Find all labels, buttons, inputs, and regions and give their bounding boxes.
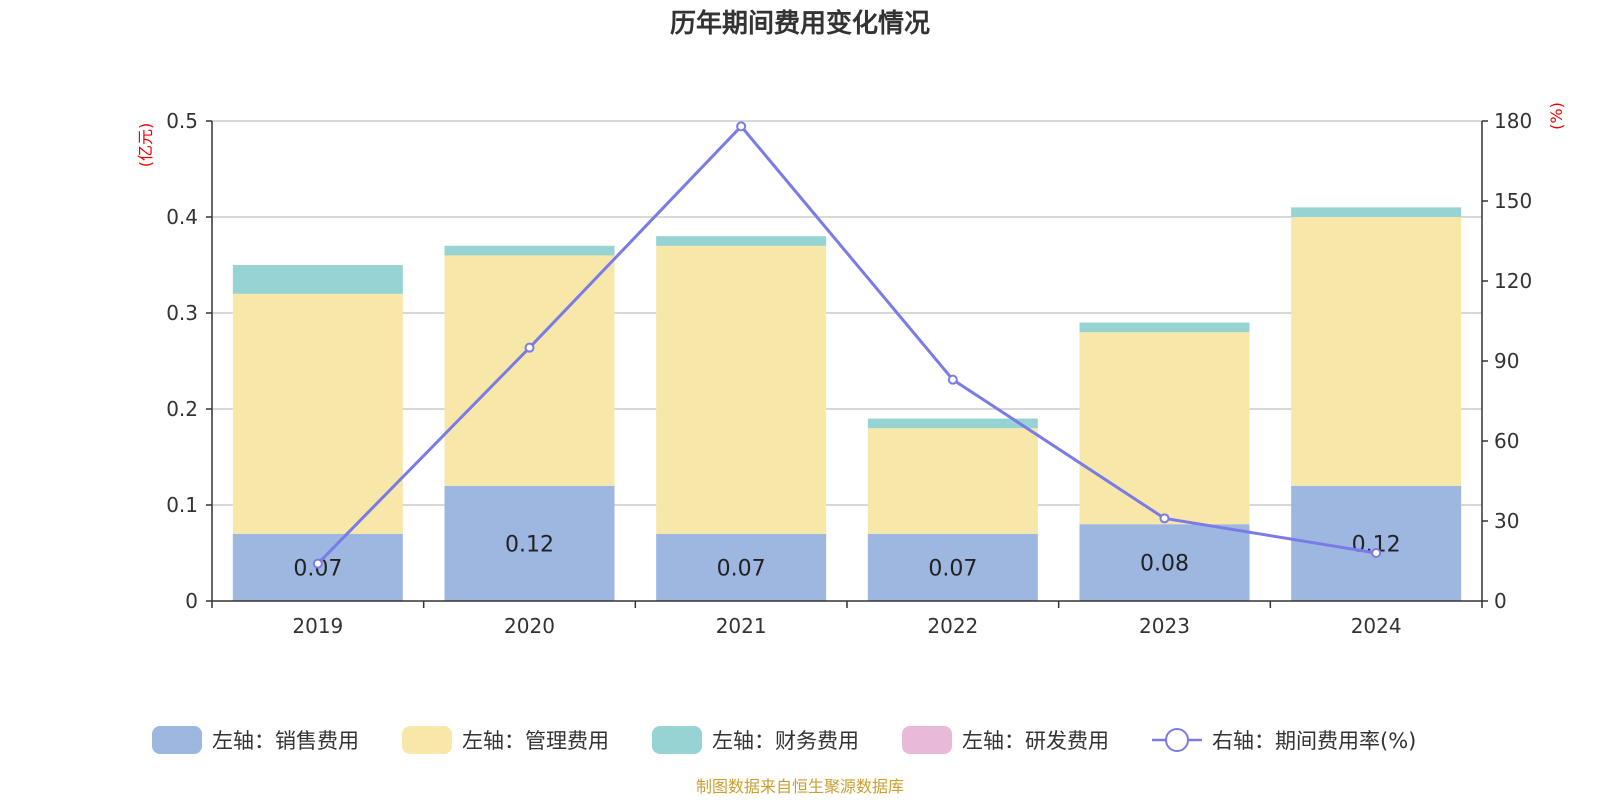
rate-line-point <box>947 374 958 385</box>
x-axis-tick-label: 2022 <box>927 614 978 638</box>
legend-label: 左轴：销售费用 <box>212 729 359 753</box>
left-axis-tick-label: 0.1 <box>166 493 198 517</box>
bar-segment <box>1079 322 1250 333</box>
legend-swatch <box>152 726 202 754</box>
legend: 左轴：销售费用 左轴：管理费用 左轴：财务费用 左轴：研发费用 右轴：期间费用率(%) <box>152 726 1416 754</box>
legend-swatch <box>402 726 452 754</box>
x-axis-tick-label: 2024 <box>1351 614 1402 638</box>
legend-swatch <box>652 726 702 754</box>
x-axis-tick-label: 2019 <box>292 614 343 638</box>
left-axis-tick-label: 0 <box>185 589 198 613</box>
legend-label: 左轴：管理费用 <box>462 729 609 753</box>
legend-swatch <box>902 726 952 754</box>
right-axis-tick-label: 60 <box>1494 429 1519 453</box>
bar-segment <box>1291 217 1462 486</box>
left-axis-tick-label: 0.4 <box>166 205 198 229</box>
right-axis-tick-label: 0 <box>1494 589 1507 613</box>
x-axis-tick-label: 2020 <box>504 614 555 638</box>
legend-label: 左轴：财务费用 <box>712 729 859 753</box>
bar-data-label: 0.08 <box>1140 552 1189 577</box>
rate-line-point <box>524 342 535 353</box>
x-axis-tick-label: 2021 <box>716 614 767 638</box>
source-note: 制图数据来自恒生聚源数据库 <box>696 777 904 796</box>
x-axis-tick-label: 2023 <box>1139 614 1190 638</box>
bar-segment <box>1079 524 1250 601</box>
bar-segment <box>444 485 615 601</box>
rate-line-point <box>1159 513 1170 524</box>
left-axis-tick-label: 0.2 <box>166 397 198 421</box>
left-axis-unit: (亿元) <box>136 123 155 168</box>
right-axis-tick-label: 150 <box>1494 189 1532 213</box>
bar-data-label: 0.07 <box>717 556 766 581</box>
bar-segment <box>867 418 1038 429</box>
bar-segment <box>444 255 615 486</box>
legend-line-marker <box>1165 728 1189 752</box>
bar-segment <box>444 245 615 256</box>
bars <box>232 207 1462 601</box>
axes: 0 0.1 0.2 0.3 0.4 0.5 0 30 60 90 120 150 180 2019 2020… <box>166 109 1532 638</box>
bar-segment <box>656 245 827 534</box>
right-axis-tick-label: 120 <box>1494 269 1532 293</box>
right-axis-tick-label: 30 <box>1494 509 1519 533</box>
legend-label: 右轴：期间费用率(%) <box>1212 729 1416 753</box>
bar-segment <box>867 533 1038 601</box>
chart-title: 历年期间费用变化情况 <box>670 8 930 39</box>
legend-label: 左轴：研发费用 <box>962 729 1109 753</box>
bar-segment <box>656 533 827 601</box>
rate-line-point <box>1371 548 1382 558</box>
bar-segment <box>1079 332 1250 525</box>
rate-line <box>312 121 1382 569</box>
right-axis-tick-label: 180 <box>1494 109 1532 133</box>
left-axis-tick-label: 0.3 <box>166 301 198 325</box>
rate-line-path <box>316 124 1377 565</box>
rate-line-point <box>312 558 323 569</box>
right-axis-tick-label: 90 <box>1494 349 1519 373</box>
bar-segment <box>656 236 827 246</box>
bar-data-label: 0.07 <box>928 556 977 581</box>
gridlines <box>212 120 1482 506</box>
bar-segment <box>867 428 1038 534</box>
bar-data-label: 0.12 <box>505 532 554 557</box>
bar-segment <box>1291 207 1462 217</box>
right-axis-unit: (%) <box>1547 102 1566 130</box>
bar-segment <box>232 293 403 534</box>
rate-line-point <box>736 121 747 132</box>
bar-segment <box>232 265 403 294</box>
left-axis-tick-label: 0.5 <box>166 109 198 133</box>
